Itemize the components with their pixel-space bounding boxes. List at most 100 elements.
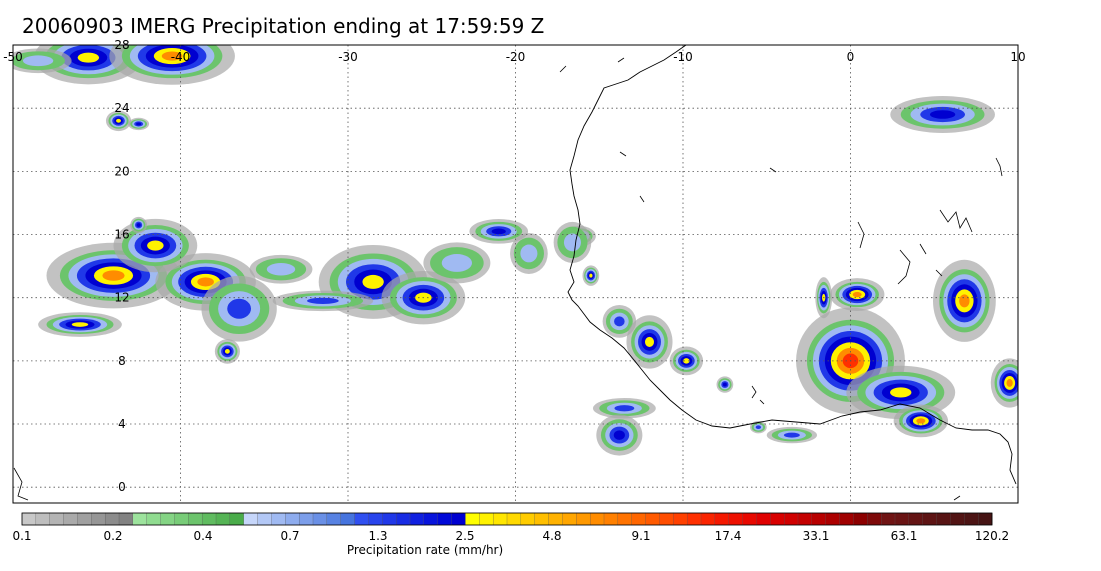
colorbar-swatch <box>188 512 203 526</box>
precip-cell <box>109 45 235 85</box>
precip-level <box>520 244 538 263</box>
precip-level <box>116 118 121 123</box>
precip-cell <box>130 216 147 234</box>
precip-level <box>852 291 862 298</box>
colorbar-swatch <box>576 512 591 526</box>
colorbar-swatch <box>756 512 771 526</box>
colorbar-swatch <box>853 512 868 526</box>
colorbar-swatch <box>880 512 896 526</box>
precip-cell <box>750 421 767 434</box>
colorbar-swatch <box>770 512 785 526</box>
precip-cell <box>669 346 704 376</box>
colorbar-swatch <box>631 512 647 526</box>
colorbar-swatch <box>285 512 300 526</box>
precip-cell <box>893 404 949 438</box>
precip-cell <box>829 278 885 311</box>
colorbar-swatch <box>257 512 272 526</box>
colorbar-swatch <box>534 512 550 526</box>
colorbar-swatch <box>340 512 356 526</box>
precip-cell <box>582 265 600 286</box>
colorbar-swatch <box>174 512 189 526</box>
map-frame <box>12 44 1019 504</box>
colorbar-swatch <box>104 512 120 526</box>
colorbar-swatch <box>492 512 508 526</box>
colorbar-swatch <box>936 512 951 526</box>
colorbar-tick-label: 2.5 <box>455 529 474 543</box>
precip-cell <box>890 96 995 133</box>
colorbar-swatch <box>215 512 231 526</box>
colorbar-swatch <box>423 512 439 526</box>
colorbar-swatch <box>35 512 51 526</box>
precip-level <box>362 274 384 289</box>
precip-cell <box>249 254 313 284</box>
coastline <box>13 45 1017 501</box>
precip-cell <box>990 358 1018 408</box>
colorbar-label: Precipitation rate (mm/hr) <box>347 543 503 557</box>
colorbar-swatch <box>714 512 730 526</box>
precip-level <box>959 294 970 308</box>
precip-level <box>161 51 183 61</box>
colorbar-swatch <box>506 512 522 526</box>
lon-tick-label: -30 <box>338 50 358 64</box>
precip-level <box>147 240 164 251</box>
precip-level <box>136 223 141 227</box>
precip-level <box>136 122 142 126</box>
colorbar-swatch <box>908 512 924 526</box>
colorbar-swatch <box>783 512 799 526</box>
lon-tick-label: 10 <box>1010 50 1025 64</box>
precip-cell <box>469 219 529 244</box>
lat-tick-label: 20 <box>114 164 129 178</box>
colorbar-swatch <box>659 512 674 526</box>
colorbar-swatch <box>298 512 314 526</box>
colorbar: 0.1 0.2 0.4 0.7 1.3 2.5 4.8 9.1 17.4 33.1 63.1 120.… <box>12 512 1009 543</box>
colorbar-swatch <box>132 512 148 526</box>
colorbar-swatch <box>950 512 965 526</box>
inland-lakes-rivers <box>619 151 1003 501</box>
precip-cell <box>510 232 548 274</box>
colorbar-tick-label: 1.3 <box>368 529 387 543</box>
gridlines <box>13 45 1018 503</box>
precip-level <box>1006 379 1013 387</box>
colorbar-tick-label: 63.1 <box>891 529 918 543</box>
precip-level <box>224 349 230 354</box>
colorbar-tick-label: 33.1 <box>803 529 830 543</box>
axis-tick-labels: -50 -40 -30 -20 -10 0 10 0 4 8 12 16 20 24 28 <box>3 38 1025 494</box>
precip-level <box>491 228 506 235</box>
lon-tick-label: 0 <box>847 50 855 64</box>
lat-tick-label: 0 <box>118 480 126 494</box>
colorbar-swatch <box>867 512 882 526</box>
lat-tick-label: 4 <box>118 417 126 431</box>
colorbar-swatch <box>617 512 633 526</box>
precip-level <box>613 430 625 440</box>
colorbar-swatch <box>479 512 494 526</box>
precip-cell <box>932 259 996 342</box>
lon-tick-label: -40 <box>171 50 191 64</box>
precip-cell <box>423 242 491 284</box>
colorbar-swatch <box>160 512 175 526</box>
colorbar-tick-label: 120.2 <box>975 529 1009 543</box>
colorbar-swatch <box>118 512 134 526</box>
lat-tick-label: 8 <box>118 354 126 368</box>
colorbar-swatch <box>673 512 688 526</box>
precip-level <box>307 297 339 304</box>
precip-level <box>197 277 214 287</box>
colorbar-swatch <box>839 512 854 526</box>
precip-level <box>644 336 655 347</box>
precip-level <box>71 322 89 327</box>
colorbar-swatch <box>368 512 383 526</box>
lon-tick-label: -20 <box>506 50 526 64</box>
colorbar-swatch <box>894 512 910 526</box>
colorbar-swatch <box>562 512 577 526</box>
colorbar-swatch <box>520 512 536 526</box>
colorbar-swatch <box>21 512 37 526</box>
colorbar-swatch <box>201 512 217 526</box>
precip-cell <box>128 117 150 131</box>
precip-cell <box>602 304 637 338</box>
precip-cell <box>13 48 72 74</box>
colorbar-swatch <box>742 512 757 526</box>
precip-level <box>783 432 800 438</box>
colorbar-swatch <box>548 512 563 526</box>
colorbar-swatch <box>825 512 841 526</box>
colorbar-swatch <box>271 512 286 526</box>
